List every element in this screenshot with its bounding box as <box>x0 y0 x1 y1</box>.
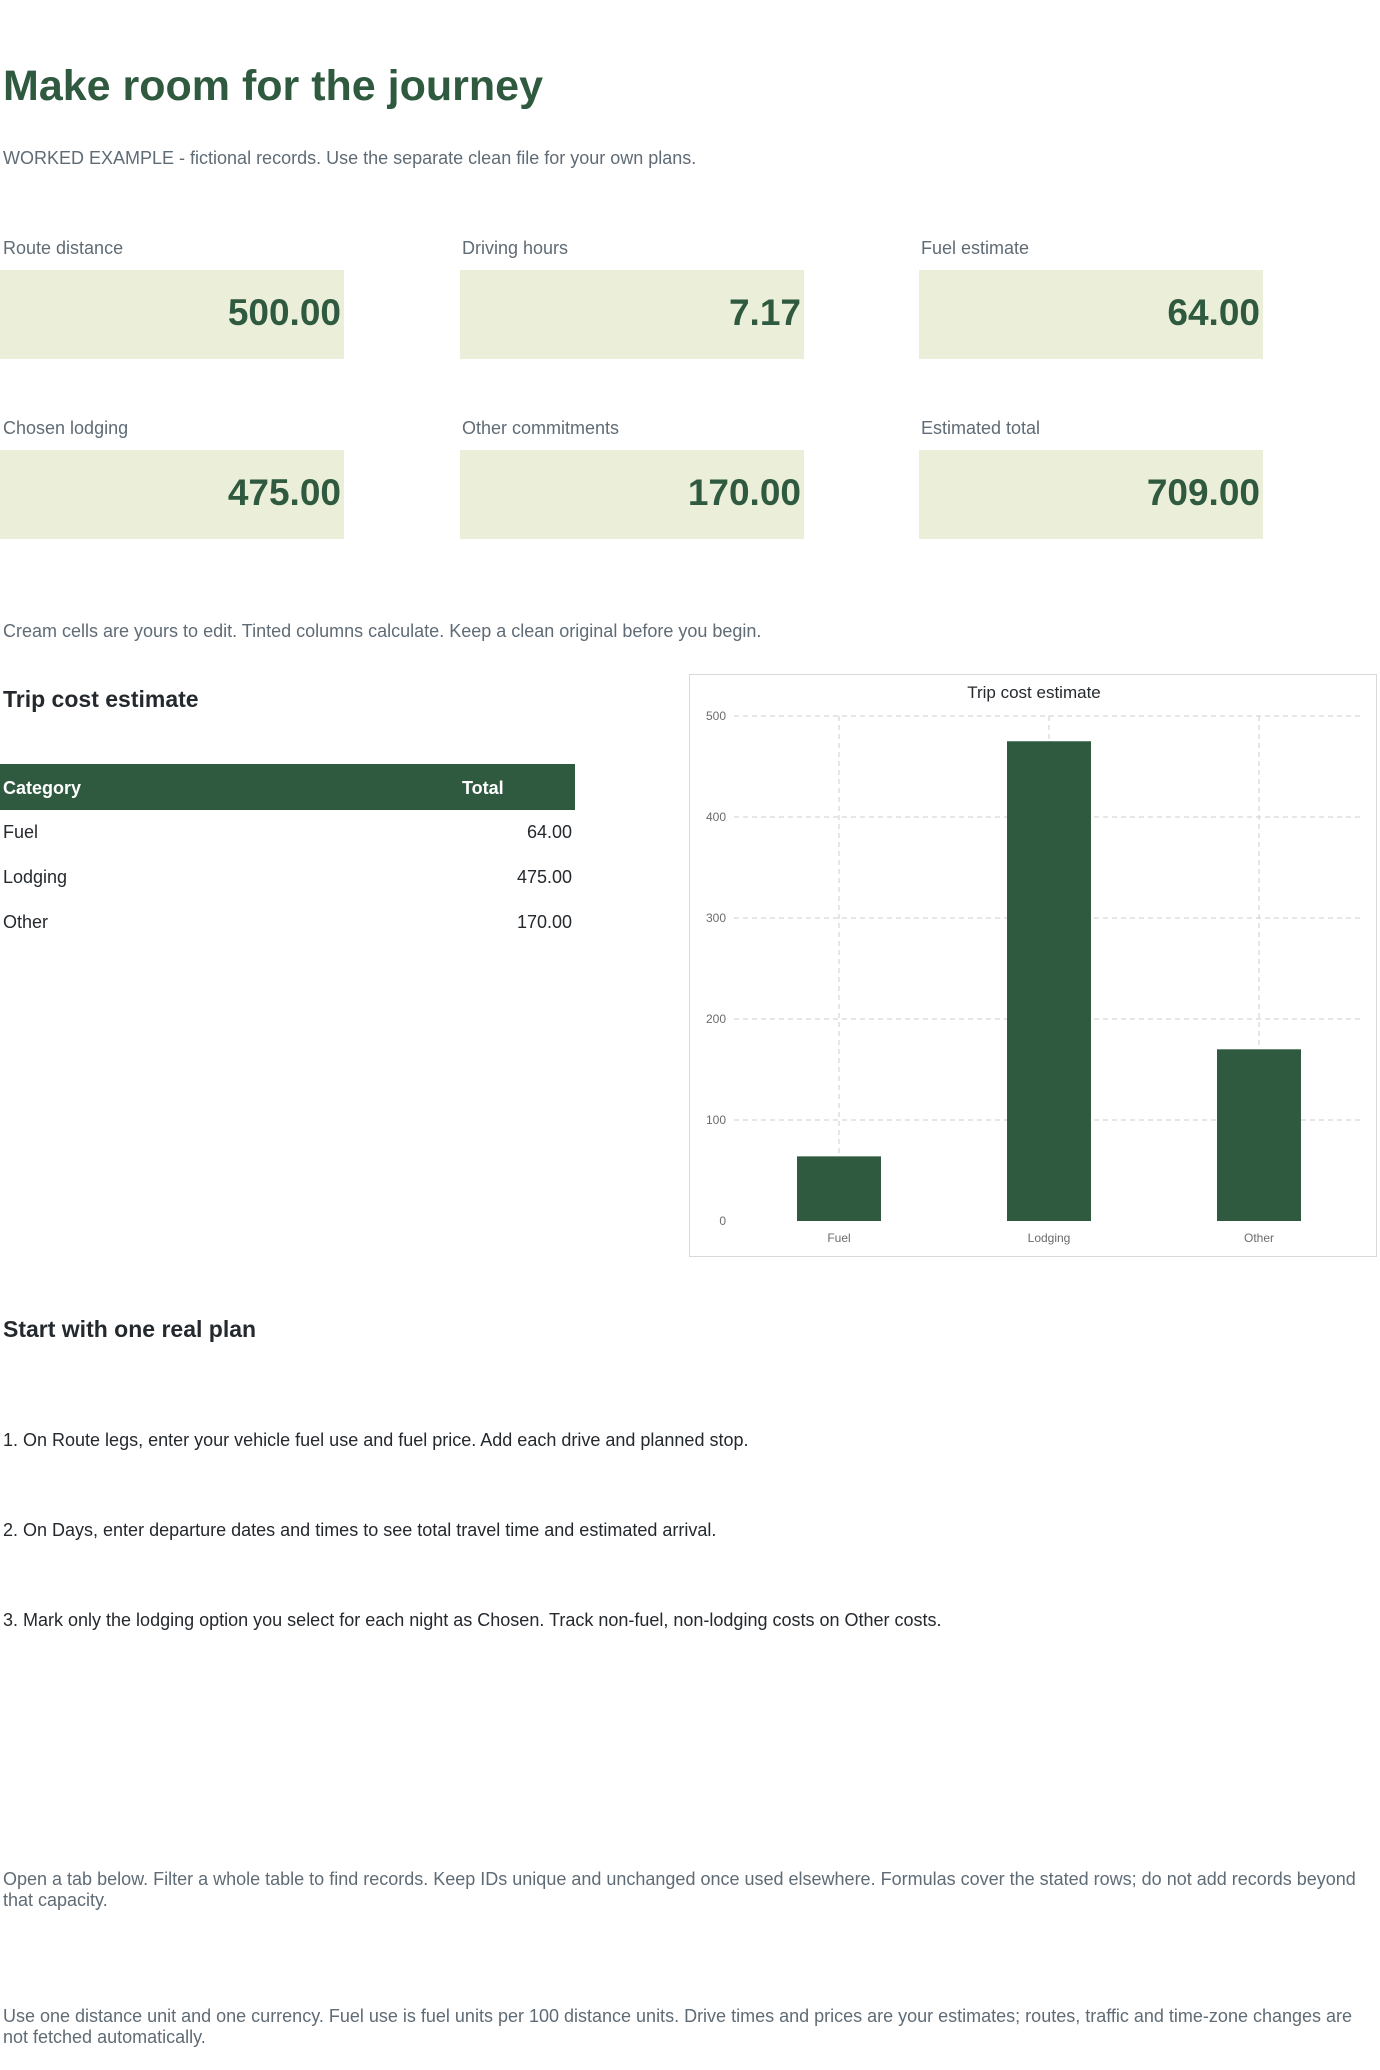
y-tick-label: 0 <box>719 1214 726 1228</box>
kpi-card-route-distance[interactable]: 500.00 <box>0 270 344 359</box>
table-row[interactable]: Other 170.00 <box>0 900 575 945</box>
x-tick-label: Fuel <box>827 1231 850 1245</box>
x-tick-label: Other <box>1244 1231 1274 1245</box>
kpi-value-fuel-estimate: 64.00 <box>1167 292 1260 333</box>
column-header-category[interactable]: Category <box>3 778 82 798</box>
chart-axis-labels: 0 100 200 300 400 500 Fuel Lodging Other <box>706 709 1274 1245</box>
trip-cost-table: Category Total Fuel 64.00 Lodging 475.00… <box>0 764 575 945</box>
cell-category: Lodging <box>3 867 68 887</box>
kpi-value-route-distance: 500.00 <box>227 292 341 333</box>
y-tick-label: 300 <box>706 911 726 925</box>
kpi-card-fuel-estimate[interactable]: 64.00 <box>919 270 1263 359</box>
kpi-label-other-commitments: Other commitments <box>462 418 620 438</box>
cell-category: Fuel <box>3 822 39 842</box>
step-3-text: 3. Mark only the lodging option you sele… <box>3 1610 942 1630</box>
cell-total: 475.00 <box>516 867 572 887</box>
kpi-value-estimated-total: 709.00 <box>1146 472 1260 513</box>
table-row[interactable]: Fuel 64.00 <box>0 810 575 855</box>
start-plan-heading: Start with one real plan <box>3 1316 257 1342</box>
chart-canvas: Trip cost estimate 0 100 200 300 400 500 Fuel L… <box>706 683 1364 1245</box>
kpi-card-other-commitments[interactable]: 170.00 <box>460 450 804 539</box>
chart-bars <box>797 741 1301 1221</box>
kpi-card-estimated-total[interactable]: 709.00 <box>919 450 1263 539</box>
table-header-row: Category Total <box>0 764 575 810</box>
bar-lodging[interactable] <box>1007 741 1091 1221</box>
column-header-total[interactable]: Total <box>462 778 504 798</box>
kpi-label-driving-hours: Driving hours <box>462 238 569 258</box>
kpi-card-driving-hours[interactable]: 7.17 <box>460 270 804 359</box>
chart-title: Trip cost estimate <box>967 683 1101 702</box>
bar-other[interactable] <box>1217 1049 1301 1221</box>
y-tick-label: 400 <box>706 810 726 824</box>
kpi-label-fuel-estimate: Fuel estimate <box>921 238 1030 258</box>
units-note: Use one distance unit and one currency. … <box>3 2006 1353 2047</box>
y-tick-label: 200 <box>706 1012 726 1026</box>
cell-total: 170.00 <box>516 912 572 932</box>
step-2-text: 2. On Days, enter departure dates and ti… <box>3 1520 717 1540</box>
tab-usage-note: Open a tab below. Filter a whole table t… <box>3 1869 1356 1910</box>
step-1-text: 1. On Route legs, enter your vehicle fue… <box>3 1430 749 1450</box>
kpi-label-estimated-total: Estimated total <box>921 418 1041 438</box>
table-row[interactable]: Lodging 475.00 <box>0 855 575 900</box>
kpi-value-driving-hours: 7.17 <box>728 292 801 333</box>
bar-fuel[interactable] <box>797 1156 881 1221</box>
kpi-value-chosen-lodging: 475.00 <box>227 472 341 513</box>
kpi-label-route-distance: Route distance <box>3 238 124 258</box>
trip-cost-heading: Trip cost estimate <box>3 686 199 712</box>
cell-total: 64.00 <box>526 822 572 842</box>
y-tick-label: 500 <box>706 709 726 723</box>
kpi-card-chosen-lodging[interactable]: 475.00 <box>0 450 344 539</box>
x-tick-label: Lodging <box>1028 1231 1071 1245</box>
page-title: Make room for the journey <box>3 62 543 110</box>
kpi-label-chosen-lodging: Chosen lodging <box>3 418 129 438</box>
trip-cost-chart[interactable]: Trip cost estimate 0 100 200 300 400 500 Fuel L… <box>689 674 1377 1257</box>
kpi-value-other-commitments: 170.00 <box>687 472 801 513</box>
cell-category: Other <box>3 912 49 932</box>
edit-instructions-note: Cream cells are yours to edit. Tinted co… <box>3 621 762 641</box>
y-tick-label: 100 <box>706 1113 726 1127</box>
page-subtitle: WORKED EXAMPLE - fictional records. Use … <box>3 148 697 168</box>
